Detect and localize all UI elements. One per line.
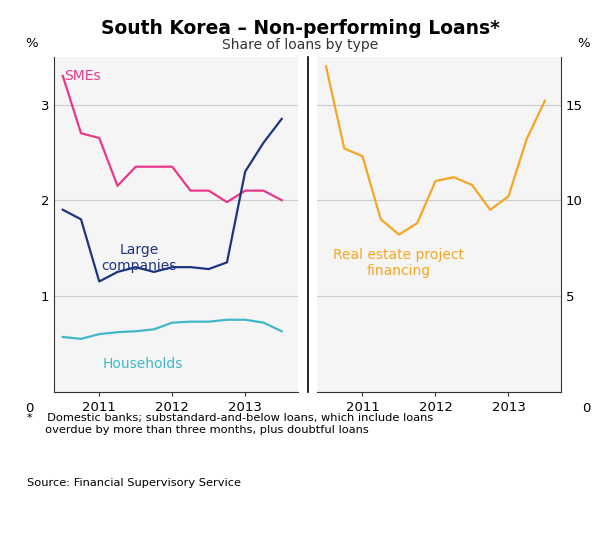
Text: 0: 0 [582,402,590,415]
Text: %: % [578,37,590,50]
Text: 0: 0 [25,402,33,415]
Text: Households: Households [103,357,183,371]
Text: Share of loans by type: Share of loans by type [222,38,378,52]
Text: *    Domestic banks; substandard-and-below loans, which include loans
     overd: * Domestic banks; substandard-and-below … [27,413,433,435]
Text: Real estate project
financing: Real estate project financing [334,248,464,278]
Text: SMEs: SMEs [64,70,101,84]
Text: Source: Financial Supervisory Service: Source: Financial Supervisory Service [27,478,241,488]
Text: South Korea – Non-performing Loans*: South Korea – Non-performing Loans* [101,19,499,38]
Text: %: % [25,37,37,50]
Text: Large
companies: Large companies [101,243,177,273]
